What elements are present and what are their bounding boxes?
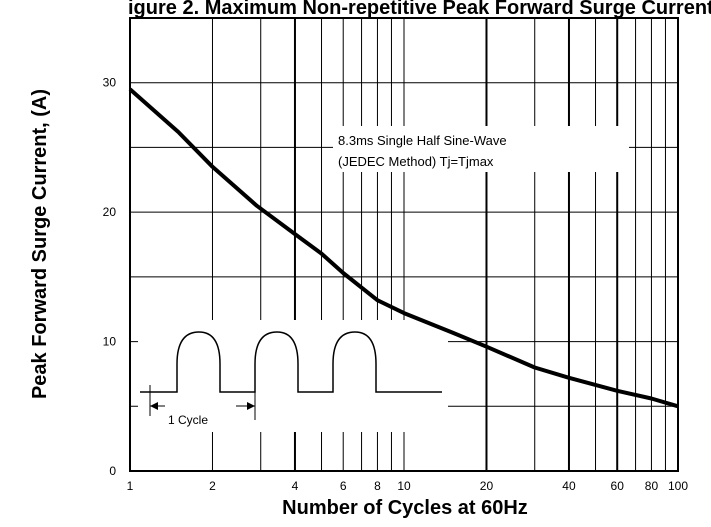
sine-wave-path [140, 331, 442, 393]
inset-background [138, 320, 448, 432]
x-tick-label: 40 [562, 479, 576, 493]
y-tick-label: 20 [103, 205, 117, 219]
data-series [128, 87, 679, 409]
x-tick-label: 8 [374, 479, 381, 493]
x-tick-label: 100 [668, 479, 688, 493]
x-tick-label: 10 [397, 479, 411, 493]
annotation-background [333, 126, 629, 172]
x-tick-label: 6 [340, 479, 347, 493]
x-tick-labels: 1 2 4 6 8 10 20 40 60 80 100 [127, 479, 689, 493]
annotation-line-2: (JEDEC Method) Tj=Tjmax [338, 154, 494, 169]
x-tick-label: 2 [209, 479, 216, 493]
annotation-box: 8.3ms Single Half Sine-Wave (JEDEC Metho… [333, 126, 629, 172]
annotation-line-1: 8.3ms Single Half Sine-Wave [338, 133, 507, 148]
x-tick-label: 80 [645, 479, 659, 493]
sine-wave-inset: 1 Cycle [138, 320, 448, 432]
y-tick-label: 10 [103, 335, 117, 349]
cycle-label: 1 Cycle [168, 413, 208, 427]
x-tick-label: 4 [292, 479, 299, 493]
y-tick-label: 0 [109, 464, 116, 478]
cycle-arrow-right [247, 402, 255, 410]
x-tick-label: 20 [480, 479, 494, 493]
y-tick-label: 30 [103, 76, 117, 90]
plot-frame [129, 17, 679, 472]
cycle-arrow-left [150, 402, 158, 410]
chart-title: igure 2. Maximum Non-repetitive Peak For… [128, 0, 711, 19]
x-tick-label: 60 [611, 479, 625, 493]
y-axis-label: Peak Forward Surge Current, (A) [29, 89, 51, 399]
x-tick-label: 1 [127, 479, 134, 493]
series-line-0 [128, 87, 679, 409]
y-tick-labels: 0 10 20 30 [103, 76, 117, 478]
x-axis-label: Number of Cycles at 60Hz [282, 497, 528, 519]
